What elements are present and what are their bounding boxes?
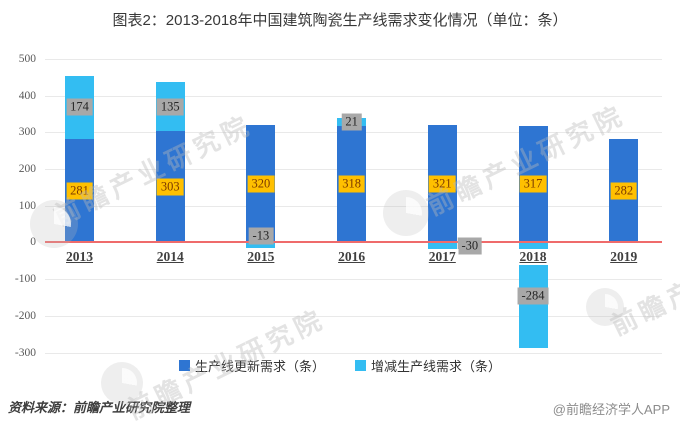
- watermark-logo-icon: [383, 190, 429, 236]
- x-axis-label-2018: 2018: [516, 249, 550, 266]
- watermark-logo-icon: [586, 288, 624, 326]
- legend-label-renewal: 生产线更新需求（条）: [194, 359, 325, 374]
- legend: 生产线更新需求（条） 增减生产线需求（条）: [0, 356, 680, 375]
- value-label-change-2016: 21: [341, 113, 362, 131]
- value-label-change-2018: -284: [517, 287, 549, 304]
- x-axis-label-2019: 2019: [607, 249, 641, 266]
- bar-change-2015: [246, 243, 276, 249]
- x-axis-label-2014: 2014: [153, 249, 187, 266]
- gridline: [45, 315, 662, 317]
- gridline: [45, 279, 662, 281]
- gridline: [45, 95, 662, 97]
- value-label-change-2015: -13: [248, 227, 274, 245]
- gridline: [45, 59, 662, 60]
- legend-swatch-renewal-icon: [178, 360, 190, 371]
- legend-swatch-change-icon: [355, 360, 366, 371]
- value-label-change-2017: -30: [457, 237, 483, 255]
- value-label-renewal-2015: 320: [247, 175, 275, 193]
- value-label-renewal-2013: 281: [66, 182, 93, 200]
- legend-item-renewal-demand: 生产线更新需求（条）: [178, 356, 325, 375]
- legend-label-change: 增减生产线需求（条）: [371, 359, 502, 374]
- value-label-renewal-2016: 318: [338, 175, 365, 193]
- x-axis-label-2015: 2015: [244, 249, 278, 266]
- bar-change-2017: [427, 243, 457, 255]
- x-axis-label-2017: 2017: [425, 249, 459, 266]
- y-axis-tick-label: 200: [18, 163, 36, 176]
- x-axis-label-2016: 2016: [335, 249, 369, 266]
- value-label-change-2013: 174: [66, 98, 93, 116]
- chart-title: 图表2：2013-2018年中国建筑陶瓷生产线需求变化情况（单位：条）: [112, 12, 568, 29]
- y-axis-tick-label: 300: [18, 126, 36, 139]
- value-label-change-2014: 135: [156, 98, 184, 115]
- value-label-renewal-2018: 317: [519, 175, 547, 193]
- value-label-renewal-2014: 303: [156, 178, 184, 196]
- y-axis-tick-label: 100: [18, 199, 36, 212]
- brand-note: @前瞻经济学人APP: [552, 402, 670, 417]
- y-axis-tick-label: 500: [18, 53, 36, 65]
- value-label-renewal-2019: 282: [610, 182, 638, 200]
- y-axis-tick-label: -100: [14, 273, 36, 286]
- legend-item-change-demand: 增减生产线需求（条）: [355, 356, 501, 375]
- zero-line: [45, 241, 662, 244]
- y-axis-tick-label: -300: [14, 346, 36, 359]
- x-axis-label-2013: 2013: [63, 249, 96, 266]
- value-label-renewal-2017: 321: [428, 175, 456, 193]
- y-axis-tick-label: -200: [14, 309, 36, 322]
- source-note: 资料来源：前瞻产业研究院整理: [8, 400, 191, 415]
- y-axis-tick-label: 0: [30, 236, 36, 249]
- gridline: [45, 352, 662, 354]
- y-axis-tick-label: 400: [18, 89, 36, 102]
